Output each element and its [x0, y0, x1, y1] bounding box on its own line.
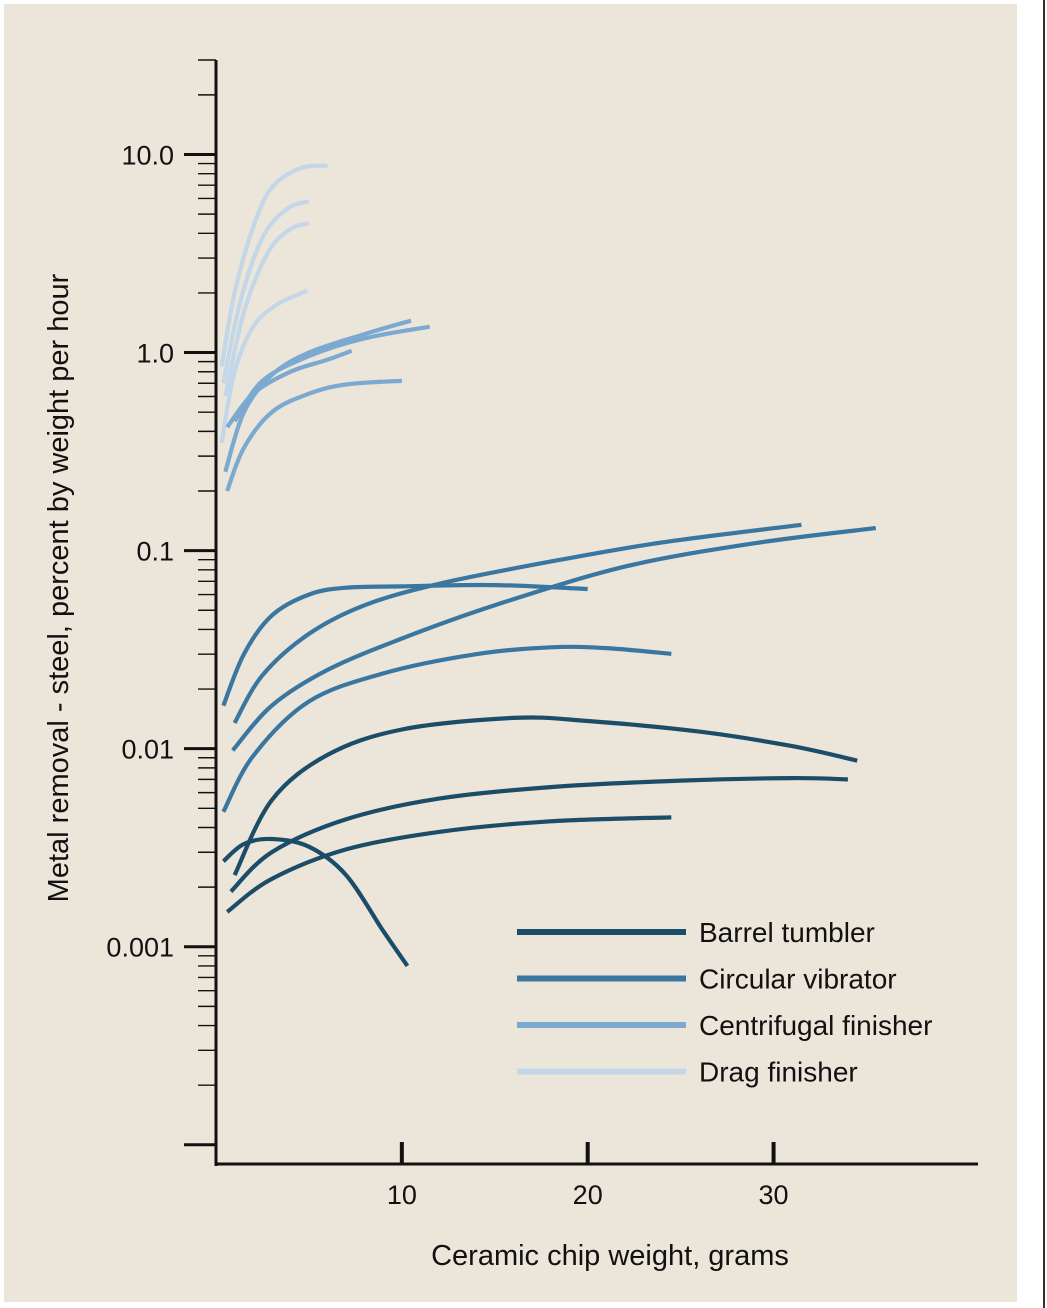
circular-vibrator-line — [232, 522, 802, 724]
centrifugal-finisher-line — [225, 378, 403, 492]
y-tick-label: 0.001 — [106, 933, 174, 963]
legend: Barrel tumbler Circular vibrator Centrifug… — [517, 917, 932, 1088]
drag-finisher-line — [223, 221, 310, 397]
legend-label: Circular vibrator — [699, 964, 897, 995]
y-tick-label: 0.1 — [136, 537, 174, 567]
chart-panel — [4, 4, 1017, 1302]
y-tick-label: 1.0 — [136, 339, 174, 369]
drag-finisher-line — [221, 199, 310, 384]
drag-finisher-line — [219, 288, 308, 444]
tick-labels: 10 20 30 10.0 1.0 0.1 0.01 0.001 — [106, 140, 788, 1210]
series-lines — [219, 163, 877, 968]
axes — [214, 60, 978, 1166]
barrel-tumbler-line — [221, 836, 410, 968]
y-tick-label: 10.0 — [121, 140, 174, 170]
y-axis-title: Metal removal - steel, percent by weight… — [43, 273, 75, 902]
page-edge-rule — [1043, 0, 1045, 1308]
legend-label: Centrifugal finisher — [699, 1010, 932, 1041]
barrel-tumbler-line — [229, 775, 848, 894]
x-tick-label: 20 — [573, 1180, 603, 1210]
x-tick-label: 30 — [759, 1180, 789, 1210]
x-tick-label: 10 — [387, 1180, 417, 1210]
centrifugal-finisher-line — [232, 324, 431, 423]
drag-finisher-line — [219, 163, 328, 367]
legend-label: Barrel tumbler — [699, 917, 875, 948]
legend-label: Drag finisher — [699, 1057, 858, 1088]
circular-vibrator-line — [231, 526, 877, 752]
circular-vibrator-line — [221, 582, 588, 707]
centrifugal-finisher-line — [225, 348, 353, 429]
axis-ticks — [184, 59, 776, 1164]
y-tick-label: 0.01 — [121, 735, 174, 765]
circular-vibrator-line — [221, 644, 672, 813]
barrel-tumbler-line — [232, 715, 858, 877]
x-axis-title: Ceramic chip weight, grams — [431, 1240, 789, 1272]
barrel-tumbler-line — [225, 815, 672, 914]
